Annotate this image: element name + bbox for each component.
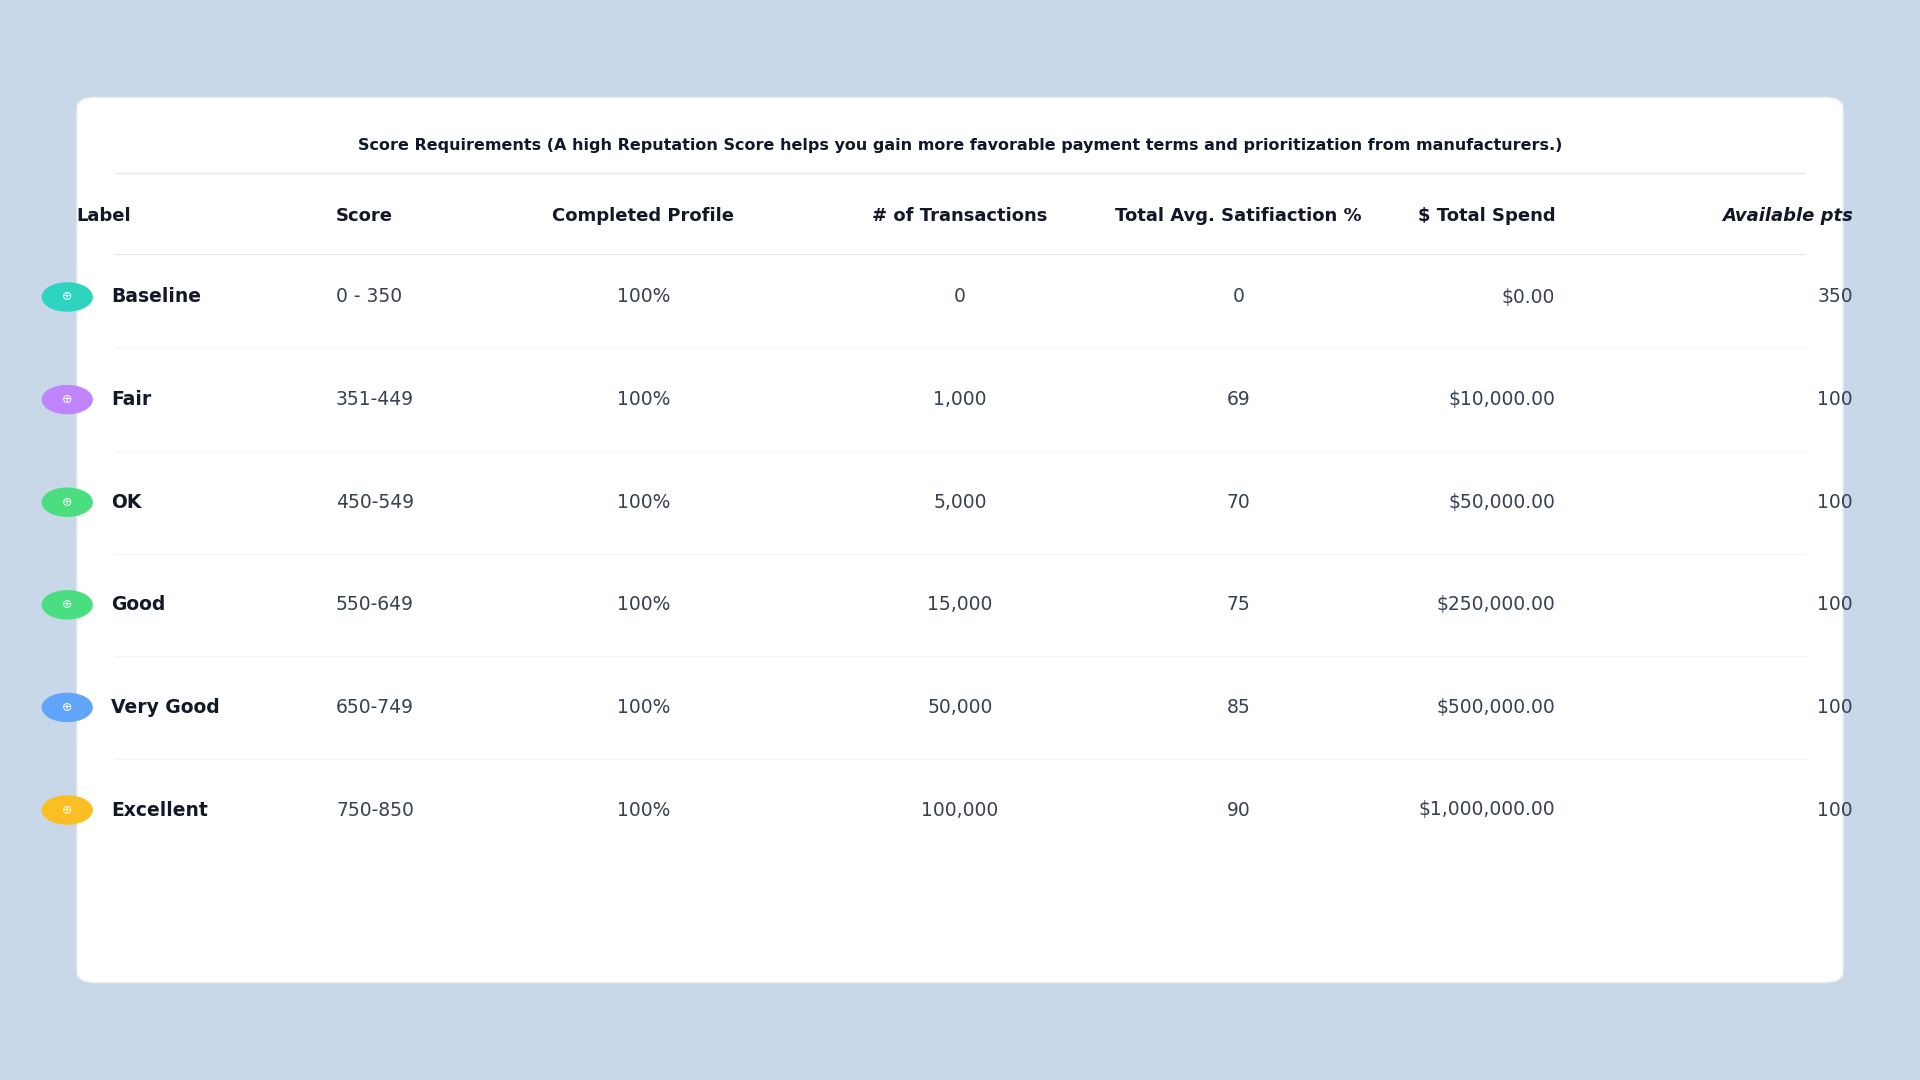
Text: 550-649: 550-649 xyxy=(336,595,415,615)
Text: 100%: 100% xyxy=(616,390,670,409)
FancyBboxPatch shape xyxy=(77,97,1843,983)
Text: Good: Good xyxy=(111,595,165,615)
Circle shape xyxy=(42,693,92,721)
Text: 1,000: 1,000 xyxy=(933,390,987,409)
Text: 75: 75 xyxy=(1227,595,1250,615)
Circle shape xyxy=(42,386,92,414)
Text: 650-749: 650-749 xyxy=(336,698,415,717)
Text: 100%: 100% xyxy=(616,800,670,820)
Text: # of Transactions: # of Transactions xyxy=(872,207,1048,225)
Text: $50,000.00: $50,000.00 xyxy=(1448,492,1555,512)
Text: Very Good: Very Good xyxy=(111,698,221,717)
Circle shape xyxy=(42,283,92,311)
Text: Available pts: Available pts xyxy=(1722,207,1853,225)
Text: 450-549: 450-549 xyxy=(336,492,415,512)
Text: ⊕: ⊕ xyxy=(61,291,73,303)
Text: 100%: 100% xyxy=(616,492,670,512)
Text: Baseline: Baseline xyxy=(111,287,202,307)
Text: Score: Score xyxy=(336,207,394,225)
Text: $10,000.00: $10,000.00 xyxy=(1448,390,1555,409)
Text: ⊕: ⊕ xyxy=(61,701,73,714)
Text: Completed Profile: Completed Profile xyxy=(553,207,733,225)
Text: ⊕: ⊕ xyxy=(61,598,73,611)
Text: 351-449: 351-449 xyxy=(336,390,415,409)
Text: Fair: Fair xyxy=(111,390,152,409)
Text: 100,000: 100,000 xyxy=(922,800,998,820)
Text: ⊕: ⊕ xyxy=(61,496,73,509)
Circle shape xyxy=(42,796,92,824)
Text: 0: 0 xyxy=(954,287,966,307)
Text: 85: 85 xyxy=(1227,698,1250,717)
Circle shape xyxy=(42,591,92,619)
Text: 70: 70 xyxy=(1227,492,1250,512)
Text: Excellent: Excellent xyxy=(111,800,207,820)
Text: $500,000.00: $500,000.00 xyxy=(1436,698,1555,717)
Text: 100: 100 xyxy=(1816,390,1853,409)
Circle shape xyxy=(42,488,92,516)
Text: 750-850: 750-850 xyxy=(336,800,415,820)
Text: 5,000: 5,000 xyxy=(933,492,987,512)
Text: Score Requirements (A high Reputation Score helps you gain more favorable paymen: Score Requirements (A high Reputation Sc… xyxy=(357,138,1563,153)
Text: Label: Label xyxy=(77,207,131,225)
Text: 100%: 100% xyxy=(616,287,670,307)
Text: $0.00: $0.00 xyxy=(1501,287,1555,307)
Text: ⊕: ⊕ xyxy=(61,804,73,816)
Text: 350: 350 xyxy=(1816,287,1853,307)
Text: ⊕: ⊕ xyxy=(61,393,73,406)
Text: $1,000,000.00: $1,000,000.00 xyxy=(1419,800,1555,820)
Text: 15,000: 15,000 xyxy=(927,595,993,615)
Text: 0 - 350: 0 - 350 xyxy=(336,287,401,307)
Text: 0: 0 xyxy=(1233,287,1244,307)
Text: 69: 69 xyxy=(1227,390,1250,409)
Text: 100: 100 xyxy=(1816,595,1853,615)
Text: 100%: 100% xyxy=(616,698,670,717)
Text: 100: 100 xyxy=(1816,698,1853,717)
Text: 50,000: 50,000 xyxy=(927,698,993,717)
Text: 100: 100 xyxy=(1816,492,1853,512)
Text: $250,000.00: $250,000.00 xyxy=(1436,595,1555,615)
Text: 90: 90 xyxy=(1227,800,1250,820)
Text: Total Avg. Satifiaction %: Total Avg. Satifiaction % xyxy=(1116,207,1361,225)
Text: OK: OK xyxy=(111,492,142,512)
Text: 100: 100 xyxy=(1816,800,1853,820)
Text: $ Total Spend: $ Total Spend xyxy=(1417,207,1555,225)
Text: 100%: 100% xyxy=(616,595,670,615)
